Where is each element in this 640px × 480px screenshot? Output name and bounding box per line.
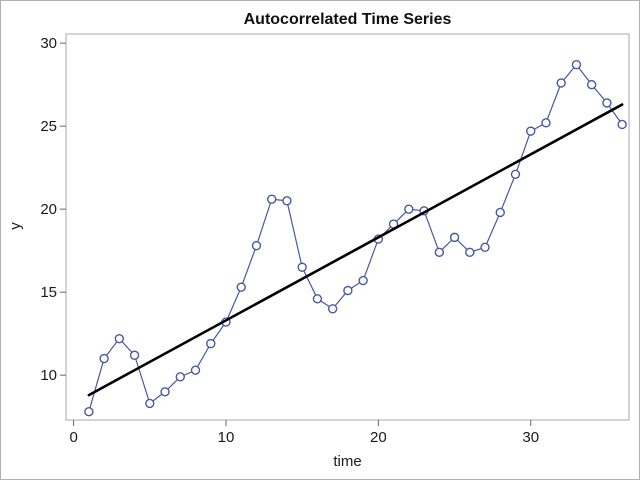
data-point-marker bbox=[526, 126, 536, 136]
y-tick-label: 20 bbox=[40, 201, 57, 218]
data-point-marker bbox=[602, 98, 612, 108]
data-point-marker bbox=[266, 194, 277, 204]
y-tick-label: 15 bbox=[40, 284, 57, 301]
data-point-marker bbox=[129, 350, 140, 360]
data-point-marker bbox=[541, 118, 551, 128]
data-point-marker bbox=[465, 247, 475, 258]
data-point-marker bbox=[343, 285, 353, 296]
data-point-marker bbox=[510, 169, 521, 179]
data-point-marker bbox=[175, 372, 185, 382]
data-point-marker bbox=[251, 240, 262, 251]
data-point-marker bbox=[160, 387, 170, 397]
data-point-marker bbox=[434, 247, 445, 258]
y-tick-label: 30 bbox=[40, 35, 57, 52]
data-point-marker bbox=[586, 79, 597, 90]
data-point-marker bbox=[99, 353, 109, 364]
x-axis-label: time bbox=[333, 453, 362, 470]
data-point-marker bbox=[114, 333, 125, 344]
trend-line bbox=[87, 103, 624, 397]
data-point-marker bbox=[282, 196, 292, 206]
y-axis-label: y bbox=[7, 222, 24, 230]
data-point-marker bbox=[236, 282, 246, 292]
data-point-marker bbox=[617, 119, 627, 130]
data-point-marker bbox=[556, 78, 566, 88]
x-tick-label: 20 bbox=[370, 429, 387, 446]
data-point-marker bbox=[312, 294, 323, 304]
data-point-marker bbox=[84, 406, 94, 417]
data-point-marker bbox=[404, 204, 414, 214]
data-point-marker bbox=[495, 207, 505, 218]
data-point-marker bbox=[206, 338, 216, 349]
data-point-marker bbox=[297, 262, 307, 272]
y-tick-label: 25 bbox=[40, 118, 57, 135]
series-line bbox=[88, 63, 623, 412]
y-tick-label: 10 bbox=[40, 367, 57, 384]
data-point-marker bbox=[327, 304, 338, 314]
chart-title: Autocorrelated Time Series bbox=[243, 11, 452, 28]
data-point-marker bbox=[145, 398, 155, 409]
data-point-marker bbox=[449, 232, 460, 243]
data-point-marker bbox=[190, 365, 201, 375]
plot-frame bbox=[65, 33, 630, 421]
x-tick-label: 0 bbox=[69, 429, 77, 446]
data-point-marker bbox=[571, 60, 582, 70]
data-point-marker bbox=[480, 242, 490, 253]
data-point-marker bbox=[358, 275, 368, 286]
x-tick-label: 30 bbox=[522, 429, 539, 446]
x-tick-label: 10 bbox=[218, 429, 235, 446]
